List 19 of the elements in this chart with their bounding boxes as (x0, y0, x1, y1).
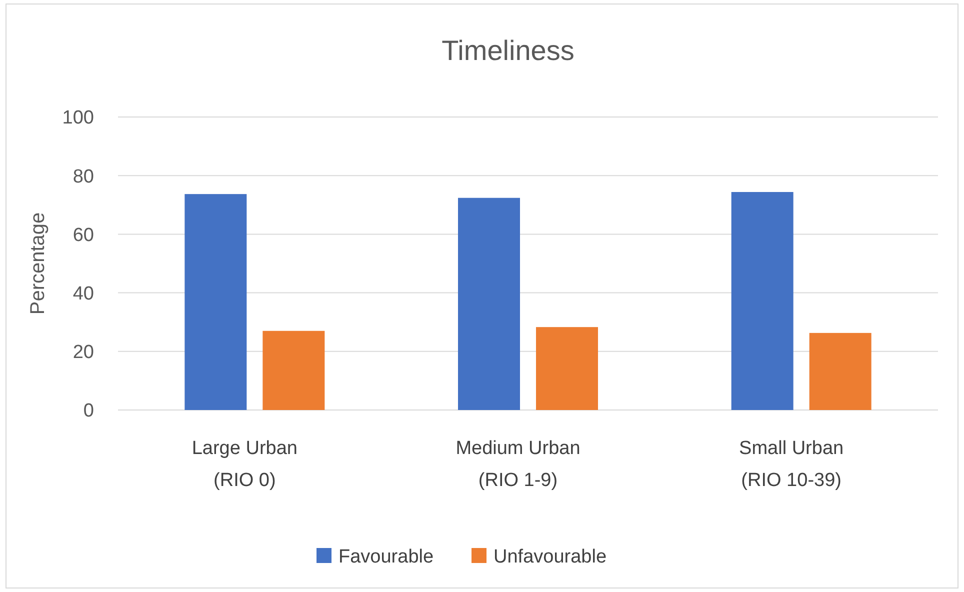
y-tick-label: 0 (83, 400, 94, 422)
y-tick-label: 40 (72, 283, 94, 304)
legend-label: Unfavourable (494, 546, 607, 568)
y-tick-label: 100 (62, 108, 94, 129)
y-tick-label: 20 (72, 342, 94, 364)
y-axis-title: Percentage (27, 212, 49, 315)
x-tick-label: Medium Urban (RIO 1-9) (456, 438, 580, 491)
bar (809, 332, 872, 410)
bar (458, 198, 520, 410)
bar (184, 194, 247, 410)
x-tick-label: Large Urban (RIO 0) (192, 438, 298, 491)
bar (262, 330, 325, 410)
bar (536, 327, 598, 410)
y-tick-label: 60 (72, 224, 94, 246)
chart-title: Timeliness (442, 35, 574, 66)
bar (731, 192, 794, 410)
x-tick-label: Small Urban (RIO 10-39) (739, 438, 844, 491)
y-tick-label: 80 (72, 166, 94, 188)
legend-label: Favourable (338, 546, 434, 568)
